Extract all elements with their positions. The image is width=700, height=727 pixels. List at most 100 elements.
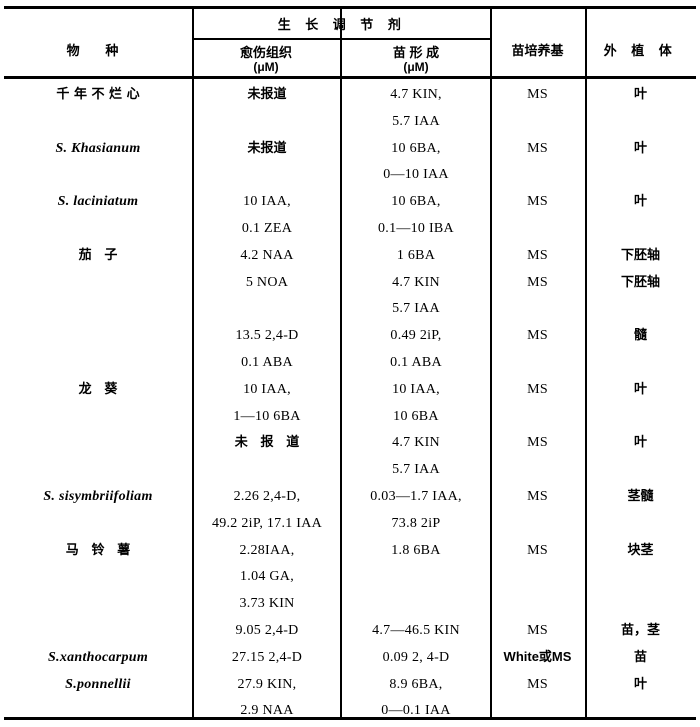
cell-explant: 叶 [633, 86, 647, 101]
table-row: S. laciniatum 10 IAA, 10 6BA, MS 叶 [4, 186, 696, 216]
header-callus-label: 愈伤组织 [239, 45, 292, 60]
cell-explant: 叶 [633, 139, 647, 155]
cell-species [4, 615, 192, 645]
cell-shoot: 0.1 ABA [390, 355, 442, 370]
cell-shoot: 10 6BA, [391, 140, 441, 156]
cell-medium: White或MS [503, 648, 572, 664]
table-row: 9.05 2,4-D 4.7—46.5 KIN MS 苗，茎 [4, 615, 696, 645]
cell-medium: MS [527, 489, 548, 504]
table-row: S.xanthocarpum 27.15 2,4-D 0.09 2, 4-D Whit… [4, 642, 696, 672]
header-explant: 外 植 体 [585, 43, 696, 58]
cell-medium: MS [527, 542, 548, 558]
cell-explant [585, 106, 696, 136]
cell-species [4, 320, 192, 350]
cell-callus: 9.05 2,4-D [235, 623, 299, 638]
cell-medium [490, 454, 585, 484]
cell-medium [490, 508, 585, 538]
header-species-label: 物 种 [66, 43, 130, 58]
cell-callus: 1.04 GA, [240, 569, 294, 585]
header-shoot-formation: 苗 形 成 (μM) [342, 45, 490, 74]
cell-species [4, 159, 192, 189]
cell-explant [585, 454, 696, 484]
cell-explant [585, 588, 696, 618]
cell-explant [585, 508, 696, 538]
cell-medium [490, 561, 585, 591]
table-row: 茄 子 4.2 NAA 1 6BA MS 下胚轴 [4, 240, 696, 270]
cell-species [4, 427, 192, 457]
cell-species: S.ponnellii [65, 676, 131, 692]
cell-callus: 未报道 [247, 139, 287, 155]
cell-species [4, 561, 192, 591]
cell-callus: 27.15 2,4-D [231, 649, 303, 665]
cell-medium: MS [527, 87, 548, 102]
cell-medium: MS [527, 676, 548, 692]
cell-species [4, 267, 192, 297]
cell-medium: MS [527, 381, 548, 397]
cell-explant [585, 213, 696, 243]
table-row: 0—10 IAA [4, 159, 696, 189]
cell-explant: 苗 [633, 648, 647, 664]
cell-callus: 1—10 6BA [233, 408, 301, 424]
cell-medium: MS [527, 194, 548, 210]
table-row: 5.7 IAA [4, 293, 696, 323]
header-shoot-medium-label: 苗培养基 [511, 43, 564, 58]
cell-callus: 0.1 ABA [241, 355, 293, 370]
cell-species: S.xanthocarpum [47, 649, 148, 665]
table-row: 0.1 ABA 0.1 ABA [4, 347, 696, 377]
column-divider-4 [585, 9, 587, 717]
cell-explant: 叶 [633, 434, 647, 450]
header-explant-label: 外 植 体 [603, 43, 678, 58]
cell-callus: 49.2 2iP, 17.1 IAA [211, 515, 323, 531]
cell-explant: 下胚轴 [620, 273, 660, 289]
header-callus-unit: (μM) [253, 60, 279, 74]
cell-medium: MS [527, 140, 548, 156]
table-row: 5.7 IAA [4, 454, 696, 484]
cell-callus: 13.5 2,4-D [235, 328, 299, 344]
cell-explant: 叶 [633, 675, 647, 691]
cell-medium: MS [527, 328, 548, 344]
cell-species [4, 293, 192, 323]
header-growth-regulators: 生 长 调 节 剂 [192, 17, 492, 32]
cell-callus [194, 293, 340, 323]
cell-medium [490, 106, 585, 136]
cell-explant [585, 561, 696, 591]
table-row: 1—10 6BA 10 6BA [4, 401, 696, 431]
cell-callus [194, 106, 340, 136]
header-shoot-label: 苗 形 成 [392, 45, 440, 60]
cell-explant: 下胚轴 [620, 246, 660, 262]
cell-shoot: 0—10 IAA [383, 167, 449, 183]
cell-shoot: 4.7 KIN, [390, 87, 442, 102]
cell-shoot: 73.8 2iP [391, 515, 441, 531]
cell-callus: 0.1 ZEA [241, 221, 293, 236]
cell-callus [194, 159, 340, 189]
table-row: 13.5 2,4-D 0.49 2iP, MS 髓 [4, 320, 696, 350]
table-row: 未 报 道 4.7 KIN MS 叶 [4, 427, 696, 457]
cell-explant: 叶 [633, 380, 647, 396]
cell-shoot: 10 6BA, [391, 194, 441, 210]
header-callus: 愈伤组织 (μM) [192, 45, 340, 74]
cell-species: S. sisymbriifoliam [43, 489, 153, 504]
table-row: 0.1 ZEA 0.1—10 IBA [4, 213, 696, 243]
table-row: 5 NOA 4.7 KIN MS 下胚轴 [4, 267, 696, 297]
cell-explant: 茎髓 [627, 488, 654, 503]
cell-species [4, 454, 192, 484]
cell-callus: 2.28IAA, [239, 542, 295, 558]
cell-medium [490, 588, 585, 618]
data-table: 物 种 生 长 调 节 剂 愈伤组织 (μM) 苗 形 成 (μM) 苗培养基 … [4, 6, 696, 720]
cell-species [4, 401, 192, 431]
cell-callus: 3.73 KIN [239, 596, 295, 612]
cell-explant: 叶 [633, 193, 647, 209]
cell-explant: 髓 [633, 327, 647, 343]
cell-callus: 2.9 NAA [240, 703, 294, 719]
cell-shoot: 5.7 IAA [392, 462, 440, 478]
cell-explant [585, 401, 696, 431]
column-divider-3 [490, 9, 492, 717]
cell-species [4, 588, 192, 618]
cell-shoot: 10 6BA [393, 408, 439, 424]
cell-callus: 10 IAA, [243, 381, 291, 397]
cell-shoot: 4.7 KIN [392, 274, 440, 290]
cell-shoot [342, 561, 490, 591]
cell-medium [490, 159, 585, 189]
cell-explant [585, 347, 696, 377]
